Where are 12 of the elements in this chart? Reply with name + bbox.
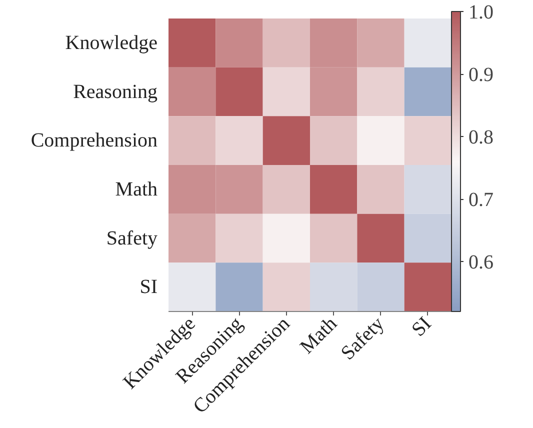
color-bar-label: 0.6 bbox=[468, 252, 494, 274]
y-tick-label: Knowledge bbox=[65, 32, 158, 54]
color-bar-label: 0.9 bbox=[468, 64, 494, 86]
y-tick-label: Safety bbox=[106, 227, 158, 250]
color-bar-label: 0.7 bbox=[468, 189, 494, 211]
color-bar-label: 1.0 bbox=[468, 2, 494, 24]
color-bar-label: 0.8 bbox=[468, 126, 494, 148]
y-tick-label: SI bbox=[140, 276, 158, 298]
y-tick-label: Math bbox=[115, 178, 158, 200]
y-tick-label: Reasoning bbox=[73, 80, 158, 103]
y-tick-label: Comprehension bbox=[30, 130, 158, 152]
x-tick-label: SI bbox=[408, 312, 436, 341]
